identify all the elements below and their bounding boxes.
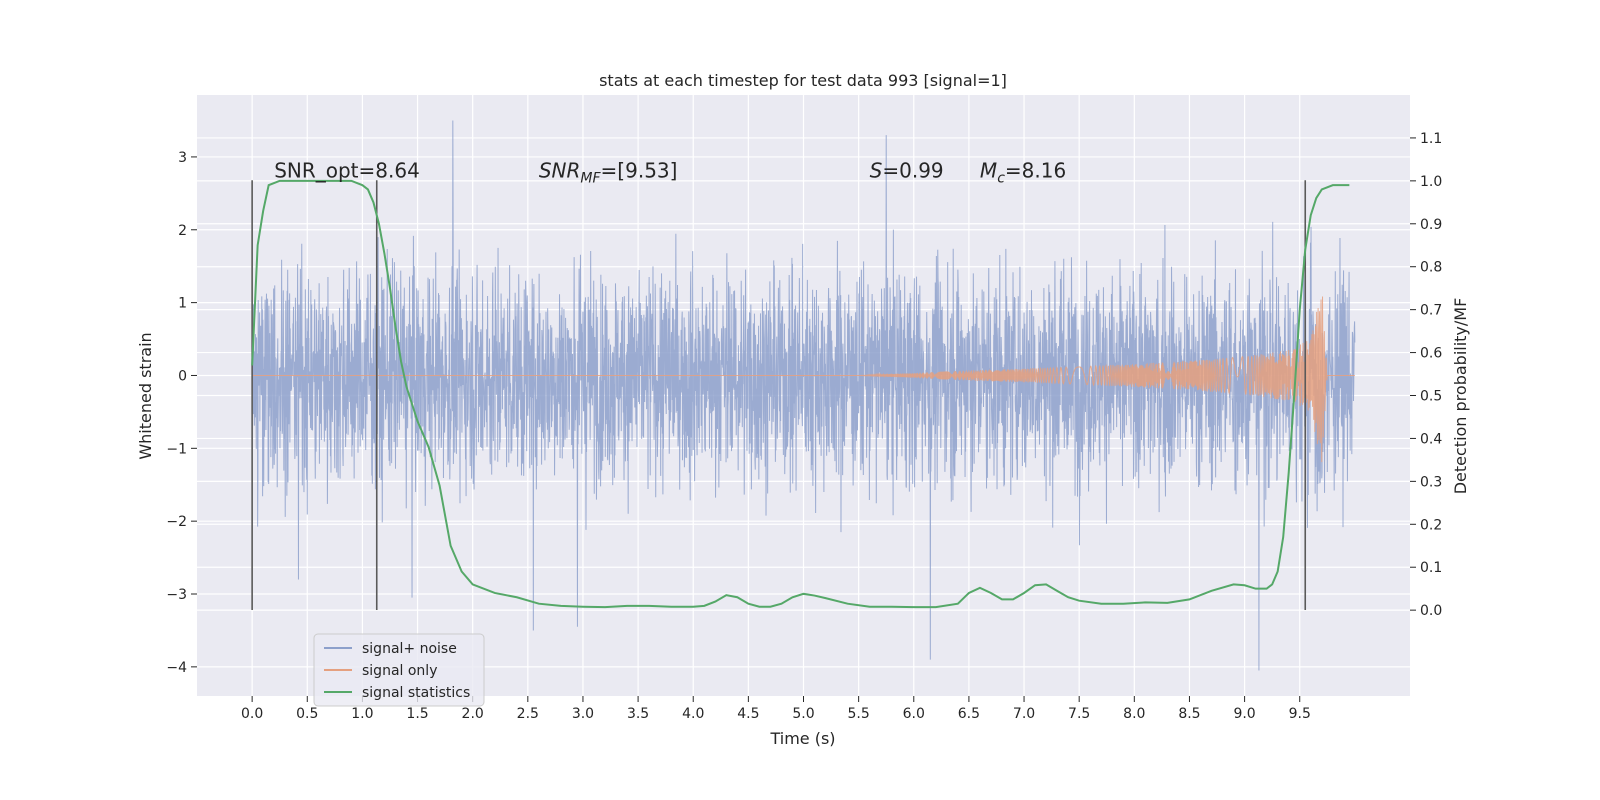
y-tick-label: −2 — [166, 514, 187, 530]
x-tick-label: 2.0 — [462, 706, 484, 722]
annotation-suffix: =0.99 — [882, 158, 943, 182]
y-right-tick-label: 0.5 — [1420, 389, 1442, 405]
x-tick-label: 0.0 — [241, 706, 263, 722]
y-right-tick-label: 0.7 — [1420, 303, 1442, 319]
stats-series — [251, 179, 1350, 609]
x-tick-label: 4.5 — [737, 706, 759, 722]
x-tick-label: 5.5 — [848, 706, 870, 722]
x-tick-label: 3.0 — [572, 706, 594, 722]
y-right-tick-label: 0.3 — [1420, 474, 1442, 490]
y-axis-right-ticks: 0.0 0.1 0.2 0.3 0.4 0.5 0.6 0.7 0.8 0.9 1.0 1.1 — [1410, 131, 1442, 619]
x-axis-ticks: 0.0 0.5 1.0 1.5 2.0 2.5 3.0 3.5 4.0 4.5 5.0 5.5 6.0 6… — [241, 696, 1311, 722]
x-tick-label: 8.0 — [1123, 706, 1145, 722]
legend-box — [313, 633, 485, 707]
y-tick-label: 3 — [178, 150, 187, 166]
x-tick-label: 6.0 — [903, 706, 925, 722]
y-right-tick-label: 0.6 — [1420, 346, 1442, 362]
x-tick-label: 1.5 — [406, 706, 428, 722]
x-tick-label: 6.5 — [958, 706, 980, 722]
annotations: SNR_opt=8.64 SNRMF=[9.53] S=0.99 Mc=8.16 — [274, 158, 1066, 186]
y-tick-label: 1 — [178, 296, 187, 312]
signal-series — [252, 296, 1355, 463]
signal-line — [252, 296, 1355, 463]
x-tick-label: 1.0 — [351, 706, 373, 722]
annotation-main: SNR — [539, 158, 581, 182]
y-axis-right-label: Detection probability/MF — [1451, 298, 1470, 495]
x-tick-label: 8.5 — [1178, 706, 1200, 722]
chart-title: stats at each timestep for test data 993… — [599, 71, 1007, 90]
legend-label: signal statistics — [362, 685, 470, 701]
legend-label: signal only — [362, 663, 437, 679]
x-tick-label: 0.5 — [296, 706, 318, 722]
y-tick-label: 2 — [178, 223, 187, 239]
y-right-tick-label: 0.8 — [1420, 260, 1442, 276]
annotation: Mc=8.16 — [980, 158, 1066, 186]
y-right-tick-label: 1.0 — [1420, 174, 1442, 190]
x-tick-label: 7.0 — [1013, 706, 1035, 722]
y-right-tick-label: 0.1 — [1420, 560, 1442, 576]
legend: signal+ noise signal only signal statistic… — [313, 633, 485, 707]
x-tick-label: 9.5 — [1289, 706, 1311, 722]
stats-line — [251, 179, 1350, 609]
y-tick-label: 0 — [178, 368, 187, 384]
annotation-main: S — [870, 158, 883, 182]
y-tick-label: −1 — [166, 441, 187, 457]
annotation: SNRMF=[9.53] — [539, 158, 678, 186]
x-tick-label: 9.0 — [1233, 706, 1255, 722]
x-axis-label: Time (s) — [769, 729, 835, 748]
annotation-main: M — [980, 158, 997, 182]
annotation-main: SNR_opt=8.64 — [274, 158, 420, 182]
noise-line — [251, 120, 1356, 671]
annotation: SNR_opt=8.64 — [274, 158, 420, 182]
y-right-tick-label: 1.1 — [1420, 131, 1442, 147]
annotation-suffix: =8.16 — [1005, 158, 1066, 182]
annotation-suffix: =[9.53] — [601, 158, 678, 182]
y-axis-label: Whitened strain — [136, 332, 155, 459]
y-right-tick-label: 0.2 — [1420, 517, 1442, 533]
annotation: S=0.99 — [870, 158, 944, 182]
x-tick-label: 3.5 — [627, 706, 649, 722]
x-tick-label: 2.5 — [517, 706, 539, 722]
x-tick-label: 7.5 — [1068, 706, 1090, 722]
noise-series — [251, 120, 1356, 671]
y-right-tick-label: 0.4 — [1420, 431, 1442, 447]
annotation-subscript: MF — [580, 170, 601, 186]
y-tick-label: −3 — [166, 587, 187, 603]
y-right-tick-label: 0.9 — [1420, 217, 1442, 233]
y-tick-label: −4 — [166, 660, 187, 676]
x-tick-label: 4.0 — [682, 706, 704, 722]
x-tick-label: 5.0 — [792, 706, 814, 722]
annotation-subscript: c — [997, 170, 1005, 186]
y-right-tick-label: 0.0 — [1420, 603, 1442, 619]
y-axis-ticks: −4 −3 −2 −1 0 1 2 3 — [166, 150, 197, 676]
legend-label: signal+ noise — [362, 641, 457, 657]
